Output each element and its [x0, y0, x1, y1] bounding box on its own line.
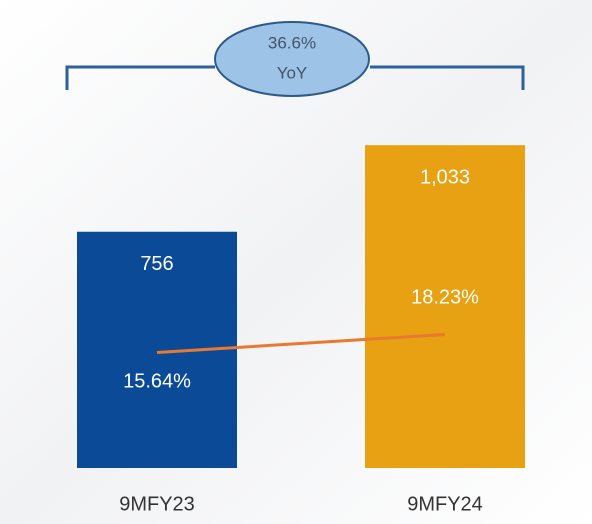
- bar-value-label: 1,033: [420, 166, 470, 188]
- x-tick-label: 9MFY24: [407, 493, 483, 515]
- line: [156, 332, 446, 354]
- annotation-text: YoY: [277, 63, 308, 82]
- x-tick-label: 9MFY23: [119, 493, 195, 515]
- line-value-label: 15.64%: [123, 371, 191, 393]
- line-value-label: 18.23%: [411, 287, 479, 309]
- bracket: [65, 65, 525, 90]
- annotation-bubble: [214, 21, 370, 97]
- annotation-text: 36.6%: [268, 33, 316, 52]
- bar-value-label: 756: [140, 253, 173, 275]
- bar: [365, 145, 525, 468]
